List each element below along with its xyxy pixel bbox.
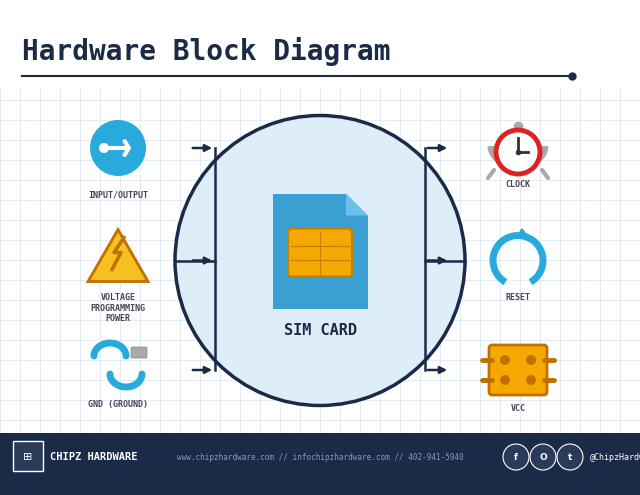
Text: VOLTAGE
PROGRAMMING
POWER: VOLTAGE PROGRAMMING POWER — [90, 294, 145, 323]
Circle shape — [175, 115, 465, 405]
Circle shape — [90, 120, 146, 176]
Circle shape — [530, 444, 556, 470]
Circle shape — [499, 374, 511, 386]
Polygon shape — [346, 194, 368, 215]
Circle shape — [503, 444, 529, 470]
Text: GND (GROUND): GND (GROUND) — [88, 400, 148, 409]
Polygon shape — [346, 194, 368, 215]
Text: SIM CARD: SIM CARD — [284, 323, 356, 338]
Bar — [0, 433, 640, 495]
Text: Hardware Block Diagram: Hardware Block Diagram — [22, 38, 390, 66]
FancyBboxPatch shape — [131, 347, 147, 358]
FancyBboxPatch shape — [489, 345, 547, 395]
Text: INPUT/OUTPUT: INPUT/OUTPUT — [88, 190, 148, 199]
Circle shape — [99, 143, 109, 153]
Bar — [273, 194, 368, 308]
Polygon shape — [88, 230, 148, 282]
Circle shape — [557, 444, 583, 470]
FancyBboxPatch shape — [288, 229, 352, 277]
Text: www.chipzhardware.com // infochipzhardware.com // 402-941-5940: www.chipzhardware.com // infochipzhardwa… — [177, 452, 463, 461]
Text: f: f — [514, 452, 518, 461]
Text: t: t — [568, 452, 572, 461]
Bar — [0, 0, 640, 88]
Text: CLOCK: CLOCK — [506, 180, 531, 189]
Circle shape — [525, 374, 537, 386]
Text: VCC: VCC — [511, 404, 525, 413]
Text: O: O — [539, 452, 547, 461]
Text: ⊞: ⊞ — [23, 452, 33, 462]
Text: CHIPZ HARDWARE: CHIPZ HARDWARE — [50, 452, 138, 462]
FancyBboxPatch shape — [13, 441, 43, 471]
Text: RESET: RESET — [506, 293, 531, 301]
Circle shape — [499, 354, 511, 366]
Circle shape — [525, 354, 537, 366]
Circle shape — [496, 130, 540, 174]
Text: @ChipzHardware: @ChipzHardware — [590, 452, 640, 461]
